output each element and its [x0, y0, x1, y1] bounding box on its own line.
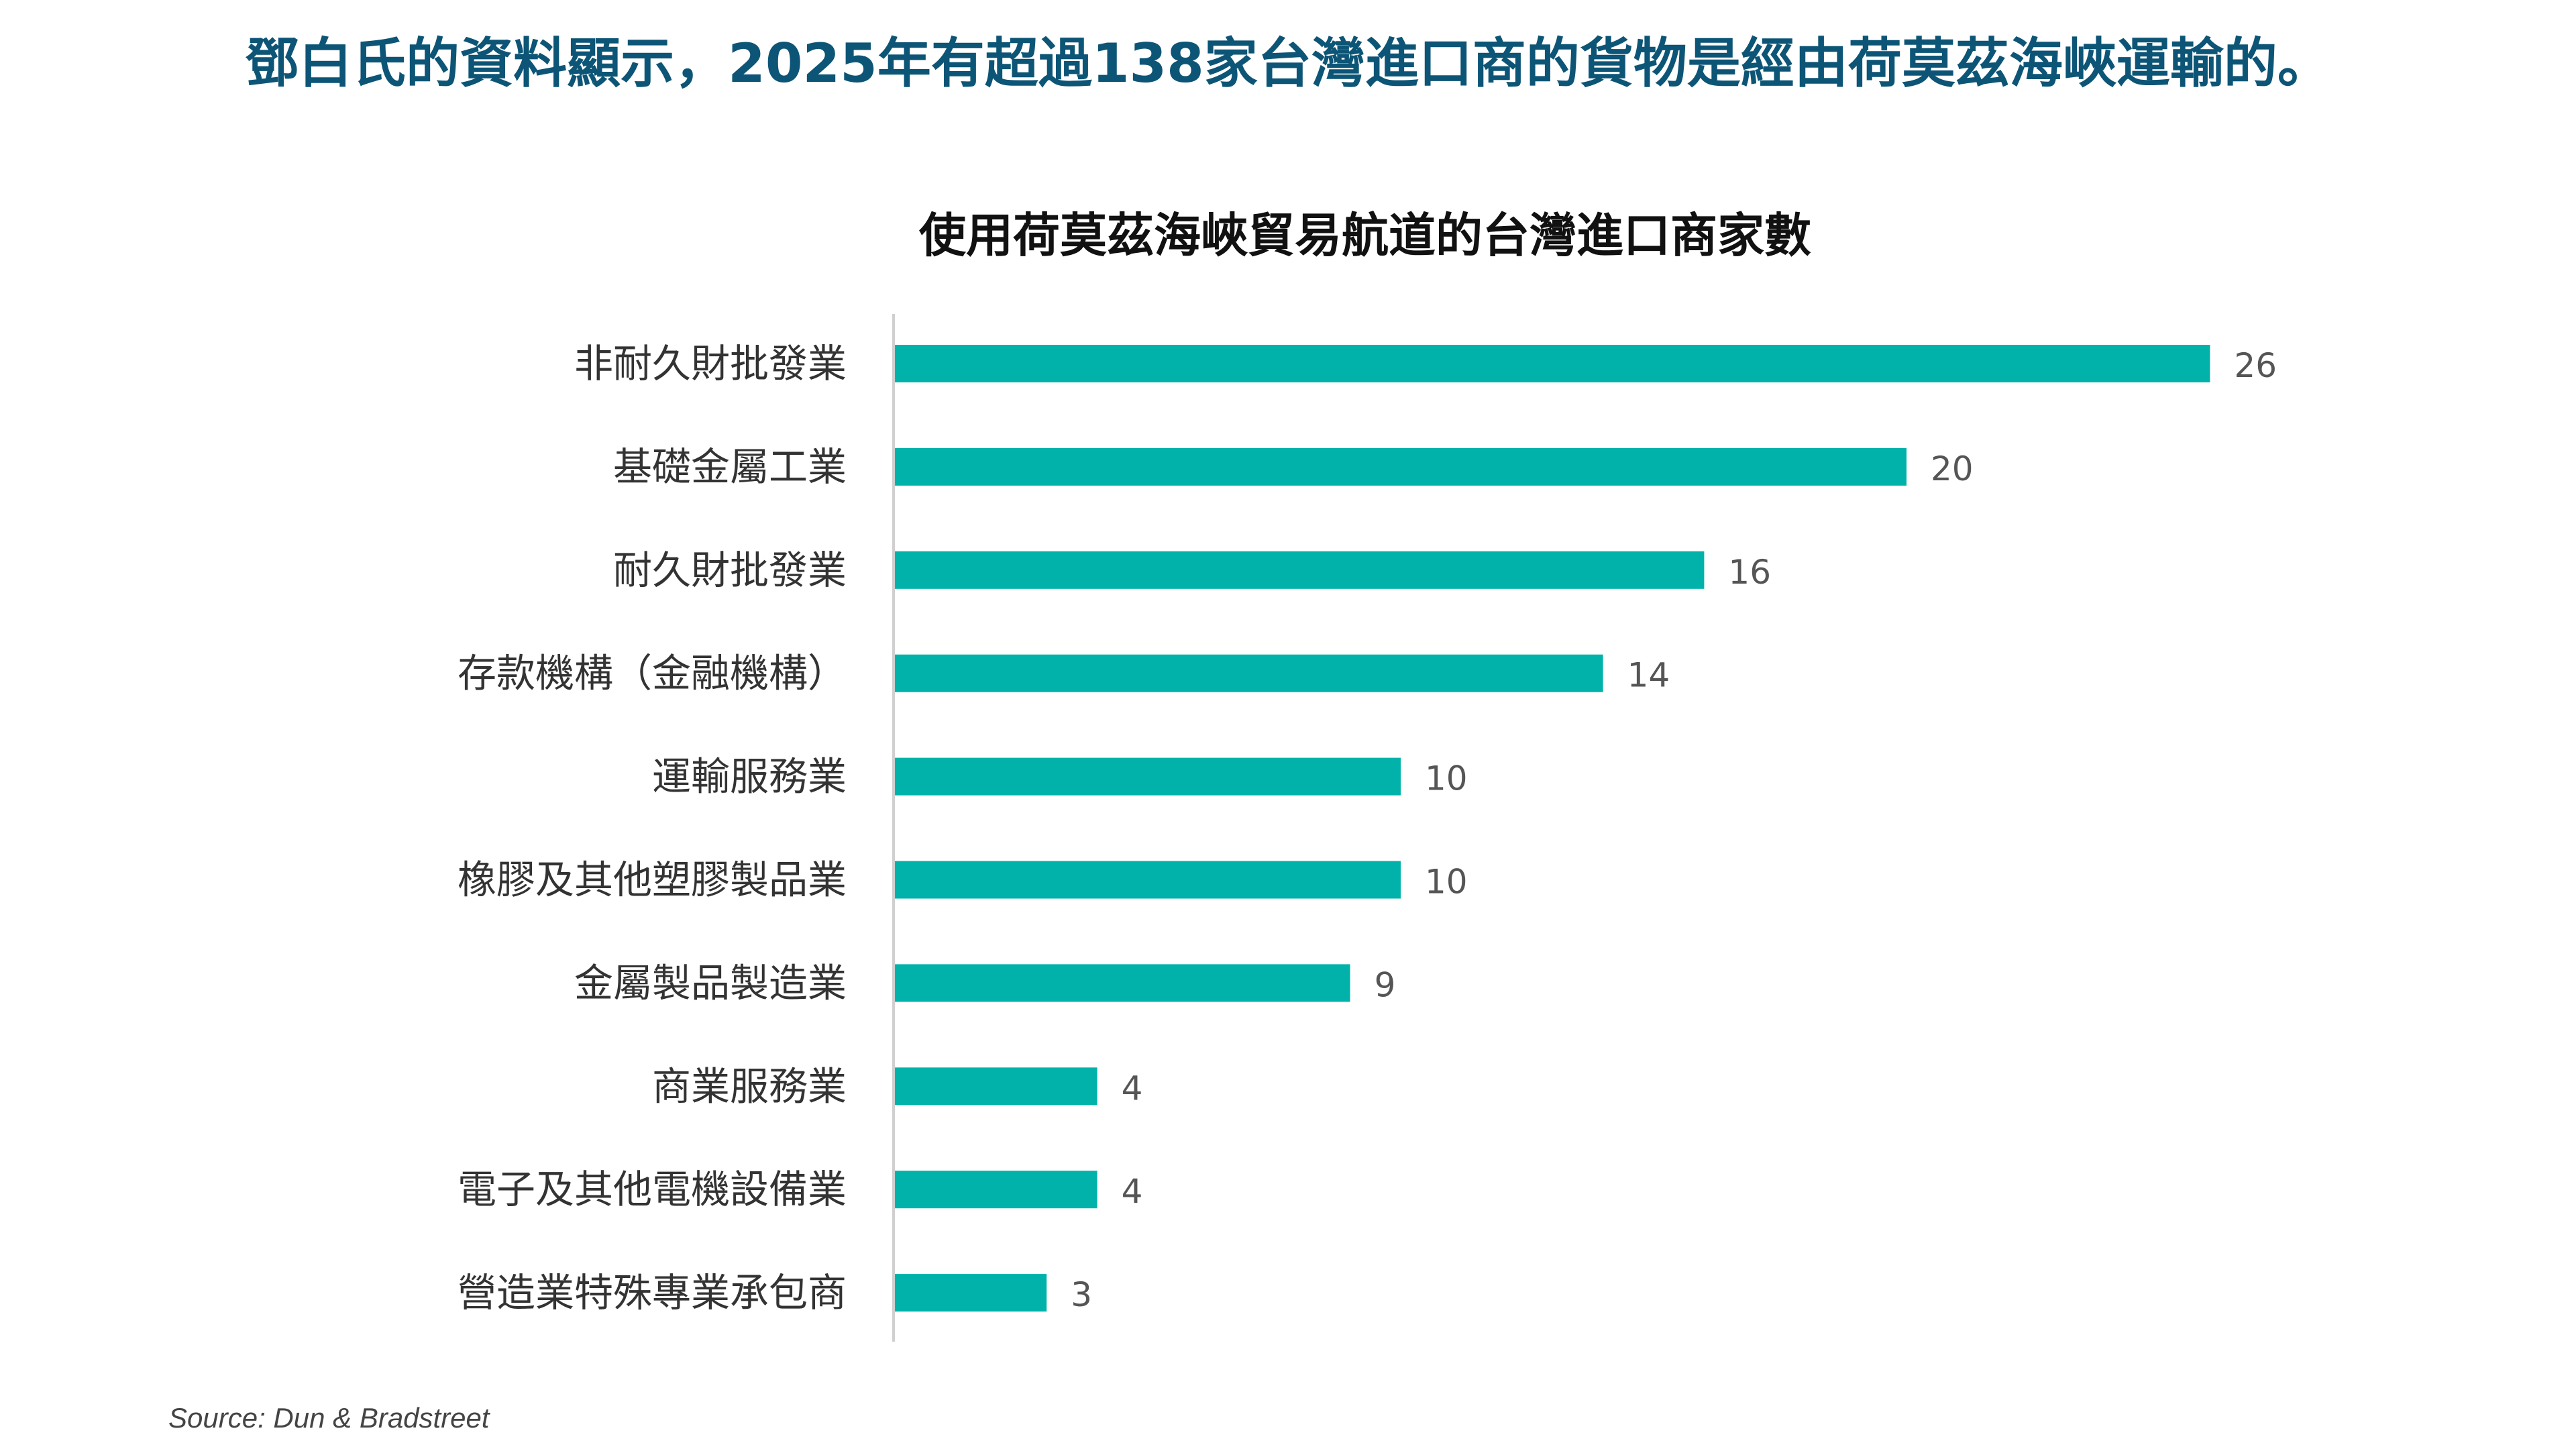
data-label: 10	[1425, 759, 1468, 798]
bar	[895, 861, 1401, 899]
bar	[895, 447, 1907, 486]
bar	[895, 551, 1705, 589]
data-label: 4	[1122, 1069, 1143, 1108]
bar	[895, 1274, 1047, 1312]
category-label: 耐久財批發業	[613, 547, 847, 593]
source-note: Source: Dun & Bradstreet	[168, 1402, 490, 1434]
category-label: 基礎金屬工業	[613, 444, 847, 490]
category-label: 電子及其他電機設備業	[458, 1167, 847, 1212]
data-label: 4	[1122, 1172, 1143, 1211]
data-label: 20	[1931, 449, 1974, 488]
data-label: 16	[1728, 553, 1771, 592]
category-label: 營造業特殊專業承包商	[458, 1270, 847, 1316]
bar	[895, 757, 1401, 796]
headline: 鄧白氏的資料顯示，2025年有超過138家台灣進口商的貨物是經由荷莫茲海峽運輸的…	[245, 32, 2331, 95]
bar	[895, 1067, 1097, 1106]
category-label: 商業服務業	[652, 1063, 847, 1109]
data-label: 14	[1627, 656, 1670, 695]
data-label: 9	[1375, 965, 1396, 1004]
data-label: 26	[2234, 346, 2277, 385]
data-label: 10	[1425, 863, 1468, 902]
category-label: 非耐久財批發業	[574, 341, 847, 386]
data-label: 3	[1071, 1275, 1092, 1314]
bar	[895, 1171, 1097, 1209]
bar	[895, 654, 1603, 692]
category-label: 金屬製品製造業	[574, 960, 847, 1006]
bar	[895, 345, 2210, 382]
chart-title: 使用荷莫茲海峽貿易航道的台灣進口商家數	[919, 208, 1811, 263]
category-label: 存款機構（金融機構）	[458, 651, 847, 696]
category-label: 運輸服務業	[652, 754, 847, 800]
category-label: 橡膠及其他塑膠製品業	[458, 857, 847, 903]
bar	[895, 964, 1350, 1002]
